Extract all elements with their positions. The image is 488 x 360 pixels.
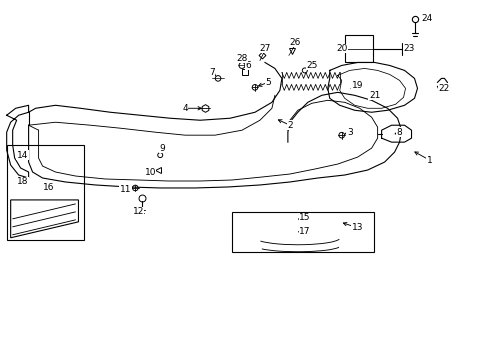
Text: 27: 27 xyxy=(259,44,270,53)
Text: 25: 25 xyxy=(305,61,317,70)
Text: 8: 8 xyxy=(396,128,402,137)
Bar xyxy=(344,35,372,62)
Text: 5: 5 xyxy=(264,78,270,87)
Text: 1: 1 xyxy=(426,156,431,165)
Text: 15: 15 xyxy=(299,213,310,222)
Bar xyxy=(7,145,84,240)
Text: 18: 18 xyxy=(17,177,28,186)
Text: 2: 2 xyxy=(286,121,292,130)
Text: 4: 4 xyxy=(182,104,187,113)
Text: 17: 17 xyxy=(299,227,310,236)
Text: 14: 14 xyxy=(17,150,28,159)
Bar xyxy=(232,212,373,252)
Text: 13: 13 xyxy=(351,223,363,232)
Text: 26: 26 xyxy=(288,38,300,47)
Text: 9: 9 xyxy=(159,144,165,153)
Text: 10: 10 xyxy=(144,167,156,176)
Text: 12: 12 xyxy=(132,207,143,216)
Text: 23: 23 xyxy=(403,44,414,53)
Text: 7: 7 xyxy=(209,68,215,77)
Text: 11: 11 xyxy=(120,185,131,194)
Text: 22: 22 xyxy=(438,84,449,93)
Text: 19: 19 xyxy=(351,81,363,90)
Text: 6: 6 xyxy=(244,61,250,70)
Text: 16: 16 xyxy=(43,184,54,193)
Text: 28: 28 xyxy=(236,54,247,63)
Text: 20: 20 xyxy=(335,44,346,53)
Text: 21: 21 xyxy=(368,91,380,100)
Text: 3: 3 xyxy=(346,128,352,137)
Text: 24: 24 xyxy=(421,14,432,23)
